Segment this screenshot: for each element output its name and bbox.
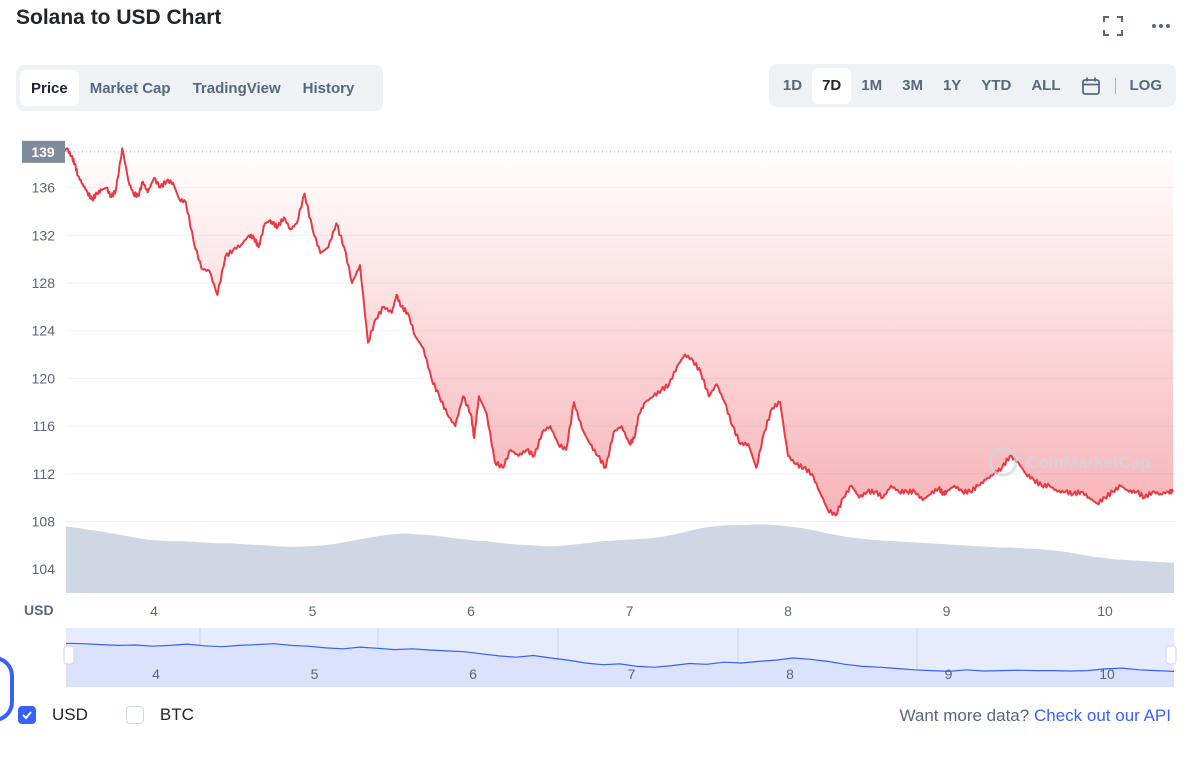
legend-usd[interactable]: USD (18, 705, 88, 725)
tab-history[interactable]: History (302, 79, 355, 97)
current-price-label: 139 (31, 144, 55, 160)
y-tick-label: 104 (32, 561, 56, 577)
range-1y[interactable]: 1Y (942, 77, 962, 94)
api-link[interactable]: Check out our API (1033, 706, 1171, 725)
y-tick-label: 132 (32, 227, 56, 243)
log-scale-toggle[interactable]: LOG (1129, 77, 1163, 94)
x-tick-label: 7 (626, 603, 634, 619)
y-axis: 104 108 112 116 120 124 128 132 136 (32, 180, 56, 578)
currency-axis-label: USD (24, 602, 54, 618)
page-title: Solana to USD Chart (16, 6, 222, 29)
x-tick-label: 10 (1097, 603, 1113, 619)
check-icon (22, 711, 32, 720)
volume-area (66, 524, 1174, 593)
tab-tradingview[interactable]: TradingView (192, 79, 281, 97)
navigator-tick-label: 10 (1099, 666, 1115, 682)
usd-checkbox[interactable] (18, 706, 36, 724)
current-price-tag (22, 140, 65, 163)
x-tick-label: 9 (943, 603, 951, 619)
legend-btc-label: BTC (159, 705, 194, 724)
y-tick-label: 128 (32, 275, 56, 291)
range-3m[interactable]: 3M (902, 77, 923, 94)
price-line (61, 147, 1175, 517)
navigator-tick-label: 5 (311, 666, 319, 682)
x-tick-label: 4 (150, 603, 158, 619)
more-icon[interactable] (1149, 14, 1173, 38)
x-axis: 4 5 6 7 8 9 10 (150, 603, 1113, 619)
tab-price[interactable]: Price (20, 70, 79, 106)
range-1m[interactable]: 1M (861, 77, 883, 94)
watermark-text: CoinMarketCap (1026, 453, 1151, 472)
expand-icon[interactable] (1101, 14, 1125, 38)
x-tick-label: 5 (309, 603, 317, 619)
coinmarketcap-logo-icon (988, 447, 1018, 477)
y-tick-label: 108 (32, 513, 56, 529)
x-tick-label: 8 (784, 603, 792, 619)
tab-market-cap[interactable]: Market Cap (89, 79, 171, 97)
coinmarketcap-watermark: CoinMarketCap (988, 447, 1151, 477)
range-7d[interactable]: 7D (812, 67, 852, 104)
range-navigator[interactable]: 4 5 6 7 8 9 10 (63, 628, 1177, 687)
chart-type-tabs: Price Market Cap TradingView History (16, 65, 383, 111)
calendar-icon[interactable] (1071, 68, 1111, 104)
navigator-tick-label: 9 (945, 666, 953, 682)
range-ytd[interactable]: YTD (981, 77, 1012, 94)
navigator-tick-label: 8 (786, 666, 794, 682)
range-1d[interactable]: 1D (782, 77, 803, 94)
navigator-handle-right[interactable] (1165, 645, 1177, 665)
legend-usd-label: USD (52, 705, 88, 724)
chart-toolbar-icons (1101, 14, 1173, 38)
navigator-area (66, 643, 1174, 687)
btc-checkbox[interactable] (125, 706, 144, 724)
y-tick-label: 136 (32, 180, 56, 196)
y-tick-label: 112 (33, 466, 56, 482)
price-area-fill (62, 148, 1174, 516)
api-promo: Want more data? Check out our API (899, 706, 1171, 726)
legend-btc[interactable]: BTC (125, 705, 194, 725)
range-all[interactable]: ALL (1031, 77, 1061, 94)
time-range-selector: 1D 7D 1M 3M 1Y YTD ALL LOG (768, 64, 1176, 107)
currency-legend: USD BTC (18, 705, 232, 725)
navigator-line (65, 642, 1175, 673)
y-tick-label: 120 (32, 370, 56, 386)
y-tick-label: 124 (32, 323, 56, 339)
range-divider (1114, 77, 1116, 94)
navigator-tick-label: 7 (628, 666, 636, 682)
navigator-handle-left[interactable] (63, 645, 75, 665)
navigator-tick-label: 4 (152, 666, 160, 682)
navigator-tick-label: 6 (469, 666, 477, 682)
x-tick-label: 6 (467, 603, 475, 619)
y-tick-label: 116 (33, 418, 56, 434)
api-promo-text: Want more data? (899, 706, 1030, 725)
